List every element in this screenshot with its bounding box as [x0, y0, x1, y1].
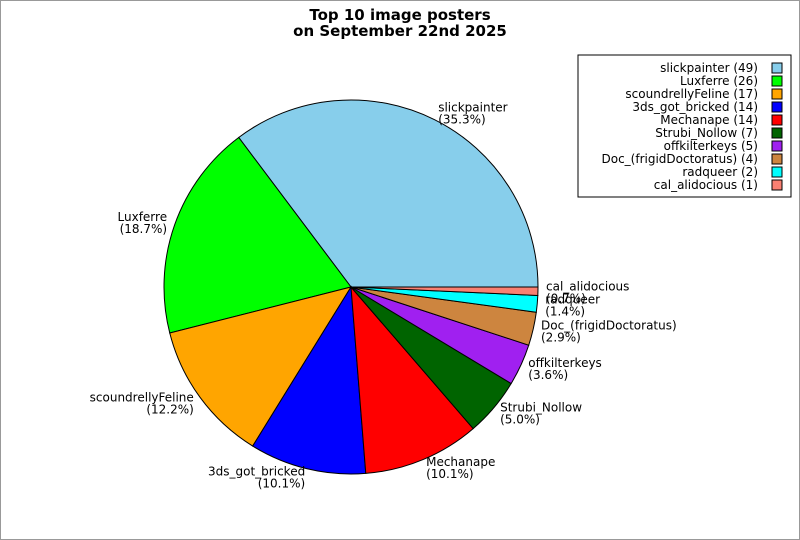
pie-slice-1 [163, 136, 352, 334]
slice-label-7: Doc_(frigidDoctoratus) [541, 319, 677, 333]
legend-swatch-4 [771, 114, 783, 126]
legend-swatch-5 [771, 127, 783, 139]
slice-percent-2: (12.2%) [146, 402, 193, 416]
legend-swatch-0 [771, 62, 783, 74]
slice-percent-8: (1.4%) [545, 305, 585, 319]
legend-label-2: scoundrellyFeline (17) [625, 87, 758, 101]
slice-label-6: offkilterkeys [528, 356, 602, 370]
legend-label-8: radqueer (2) [682, 165, 758, 179]
legend-label-7: Doc_(frigidDoctoratus) (4) [602, 152, 759, 166]
slice-percent-6: (3.6%) [528, 368, 568, 382]
legend-swatch-6 [771, 140, 783, 152]
pie-slices [163, 99, 539, 475]
slice-percent-7: (2.9%) [541, 331, 581, 345]
legend-box [577, 54, 792, 198]
legend-swatch-9 [771, 179, 783, 191]
legend-swatch-2 [771, 88, 783, 100]
legend-label-3: 3ds_got_bricked (14) [632, 100, 758, 114]
slice-percent-0: (35.3%) [438, 113, 485, 127]
pie-labels: slickpainter(35.3%) Luxferre(18.7%) scound… [90, 101, 677, 491]
slice-label-3: 3ds_got_bricked [208, 465, 305, 479]
legend-swatch-3 [771, 101, 783, 113]
slice-label-9: cal_alidocious [546, 279, 629, 293]
legend-label-9: cal_alidocious (1) [654, 178, 758, 192]
legend-label-1: Luxferre (26) [680, 74, 758, 88]
legend: slickpainter (49)Luxferre (26)scoundrell… [577, 54, 792, 198]
slice-label-1: Luxferre [118, 210, 168, 224]
slice-label-4: Mechanape [426, 455, 495, 469]
pie-slice-0 [237, 99, 539, 288]
pie-slice-9 [350, 286, 539, 296]
slice-label-8: radqueer [545, 293, 600, 307]
slice-label-5: Strubi_Nollow [500, 401, 582, 415]
legend-label-6: offkilterkeys (5) [664, 139, 758, 153]
pie-slice-2 [169, 286, 353, 447]
legend-swatch-7 [771, 153, 783, 165]
pie-slice-3 [251, 285, 367, 475]
chart-title: Top 10 image posters on September 22nd 2… [293, 6, 507, 40]
slice-percent-9: (0.7%) [546, 291, 586, 305]
slice-percent-1: (18.7%) [120, 222, 167, 236]
slice-label-2: scoundrellyFeline [90, 390, 194, 404]
legend-label-0: slickpainter (49) [660, 61, 758, 75]
slice-label-0: slickpainter [438, 101, 507, 115]
legend-label-4: Mechanape (14) [660, 113, 758, 127]
chart-title-line-1: Top 10 image posters [309, 6, 490, 24]
legend-swatch-1 [771, 75, 783, 87]
pie-slice-4 [350, 285, 474, 474]
slice-percent-5: (5.0%) [500, 413, 540, 427]
chart-title-line-2: on September 22nd 2025 [293, 22, 507, 40]
slice-percent-4: (10.1%) [426, 467, 473, 481]
slice-percent-3: (10.1%) [258, 477, 305, 491]
legend-swatch-8 [771, 166, 783, 178]
legend-label-5: Strubi_Nollow (7) [655, 126, 758, 140]
